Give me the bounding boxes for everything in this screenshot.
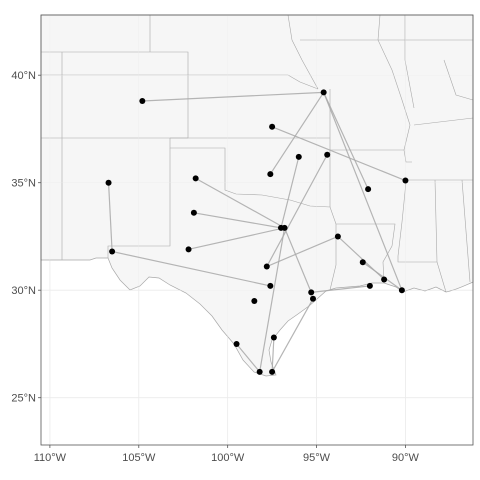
connection-line: [195, 177, 286, 229]
connection-line: [323, 91, 369, 190]
land-polygon: [40, 14, 474, 377]
city-point: [295, 153, 302, 160]
connection-line: [107, 182, 113, 253]
connection-lines: [107, 91, 407, 373]
border-tx-panhandle: [169, 138, 337, 225]
connection-line: [269, 91, 325, 175]
city-point: [267, 171, 274, 178]
border-al-ga: [461, 179, 471, 283]
city-points: [105, 89, 409, 375]
border-mo-ar: [330, 149, 412, 163]
state-borders: [41, 14, 474, 293]
city-point: [270, 334, 277, 341]
x-axis: 110°W 105°W 100°W 95°W 90°W: [34, 445, 420, 464]
city-point: [105, 179, 112, 186]
connection-line: [323, 91, 403, 291]
border-ky-tn: [413, 117, 474, 126]
connection-line: [310, 285, 371, 293]
connection-line: [266, 235, 339, 268]
connection-line: [235, 343, 261, 373]
connection-line: [141, 91, 325, 102]
city-point: [365, 186, 372, 193]
connection-line: [280, 156, 300, 229]
plot-frame: [40, 14, 474, 446]
city-point: [267, 282, 274, 289]
y-tick-label: 35°N: [11, 178, 36, 190]
city-point: [381, 276, 388, 283]
city-point: [310, 295, 316, 302]
y-tick-label: 25°N: [11, 393, 36, 405]
x-tick-label: 105°W: [122, 452, 156, 464]
connection-line: [271, 298, 314, 373]
border-co-ks: [41, 51, 189, 139]
connection-line: [271, 126, 407, 182]
city-point: [263, 263, 270, 270]
connection-line: [271, 336, 275, 373]
y-tick-label: 30°N: [11, 285, 36, 297]
city-point: [281, 224, 288, 231]
border-ms-la: [397, 181, 437, 263]
city-point: [185, 246, 192, 253]
city-point: [402, 177, 409, 184]
connection-line: [283, 227, 312, 293]
connection-line: [193, 212, 282, 229]
border-ky-va: [443, 59, 474, 101]
x-tick-label: 95°W: [303, 452, 331, 464]
x-tick-label: 110°W: [34, 452, 67, 464]
y-axis: 25°N 30°N 35°N 40°N: [11, 70, 41, 405]
city-point: [320, 89, 327, 96]
city-point: [190, 209, 197, 216]
city-point: [359, 259, 366, 266]
y-tick-label: 40°N: [11, 70, 36, 82]
basemap: [40, 14, 474, 377]
connection-line: [111, 250, 271, 287]
city-point: [308, 289, 315, 296]
city-point: [324, 151, 331, 158]
border-il-mo: [377, 14, 411, 151]
border-ia-mo: [287, 14, 319, 90]
city-point: [233, 340, 240, 347]
connection-line: [187, 227, 286, 250]
connection-line: [266, 154, 328, 268]
x-tick-label: 100°W: [211, 452, 245, 464]
connection-line: [259, 227, 286, 373]
city-point: [269, 123, 276, 130]
city-point: [192, 175, 199, 182]
city-point: [256, 368, 263, 375]
city-point: [269, 368, 276, 375]
city-point: [398, 287, 405, 294]
city-point: [251, 297, 258, 304]
connection-line: [362, 261, 403, 291]
city-point: [109, 248, 116, 255]
x-tick-label: 90°W: [392, 452, 420, 464]
city-point: [366, 282, 373, 289]
city-point: [334, 233, 341, 240]
border-il-in: [404, 15, 415, 109]
graticule-over: [41, 15, 473, 445]
city-point: [139, 98, 146, 104]
